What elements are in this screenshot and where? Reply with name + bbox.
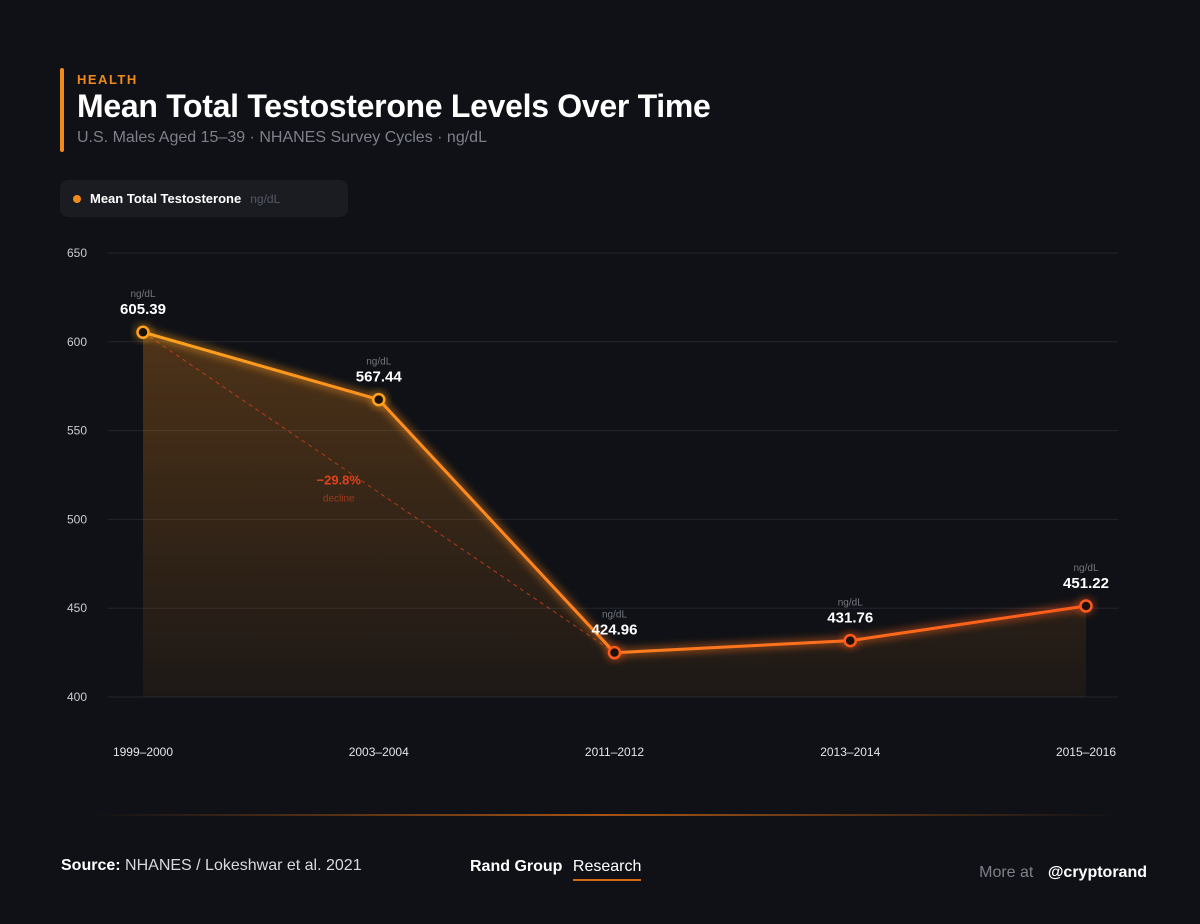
source-label: Source:	[61, 857, 121, 874]
x-tick-label: 2015–2016	[1056, 745, 1116, 759]
point-value-label: 431.76	[827, 610, 873, 627]
point-unit-label: ng/dL	[838, 598, 863, 609]
x-tick-label: 2013–2014	[820, 745, 880, 759]
source-credit: Source: NHANES / Lokeshwar et al. 2021	[61, 857, 362, 875]
data-point[interactable]	[1079, 599, 1093, 613]
point-value-label: 424.96	[592, 622, 638, 639]
point-unit-label: ng/dL	[1073, 563, 1098, 574]
social-handle-link[interactable]: @cryptorand	[1047, 864, 1147, 881]
data-point[interactable]	[843, 633, 857, 648]
decline-caption: decline	[323, 493, 355, 504]
x-tick-label: 2003–2004	[349, 745, 409, 759]
data-point[interactable]	[136, 325, 150, 339]
legend-dot-icon	[73, 194, 81, 203]
point-unit-label: ng/dL	[130, 289, 155, 300]
source-text: NHANES / Lokeshwar et al. 2021	[125, 857, 362, 874]
point-unit-label: ng/dL	[366, 357, 391, 368]
more-label: More at	[979, 864, 1034, 881]
point-value-label: 451.22	[1063, 575, 1109, 592]
point-unit-label: ng/dL	[602, 610, 627, 621]
y-tick-label: 500	[67, 512, 87, 526]
category-label: HEALTH	[77, 72, 138, 87]
y-tick-label: 450	[67, 601, 87, 615]
data-point[interactable]	[607, 645, 622, 660]
brand: Rand Group Research	[470, 858, 642, 881]
y-tick-label: 550	[67, 424, 87, 438]
decline-percent-label: −29.8%	[317, 472, 362, 487]
x-tick-label: 1999–2000	[113, 745, 173, 759]
y-tick-label: 650	[67, 246, 87, 260]
header-accent-bar	[60, 68, 64, 152]
legend-unit: ng/dL	[250, 191, 281, 206]
y-tick-label: 400	[67, 690, 87, 704]
footer-divider	[90, 814, 1120, 816]
legend-label: Mean Total Testosterone	[90, 191, 242, 206]
chart-subtitle: U.S. Males Aged 15–39 · NHANES Survey Cy…	[77, 129, 487, 146]
point-value-label: 605.39	[120, 301, 166, 318]
data-point[interactable]	[372, 392, 386, 407]
chart-title: Mean Total Testosterone Levels Over Time	[77, 88, 711, 124]
x-tick-label: 2011–2012	[585, 745, 645, 759]
brand-name: Rand Group	[470, 858, 563, 875]
y-tick-label: 600	[67, 335, 87, 349]
area-fill	[143, 332, 1086, 697]
point-value-label: 567.44	[356, 369, 403, 386]
more-at: More at @cryptorand	[979, 864, 1147, 882]
legend: Mean Total Testosterone ng/dL	[60, 180, 348, 217]
decline-trend-line	[142, 331, 615, 654]
brand-suffix: Research	[572, 858, 642, 881]
